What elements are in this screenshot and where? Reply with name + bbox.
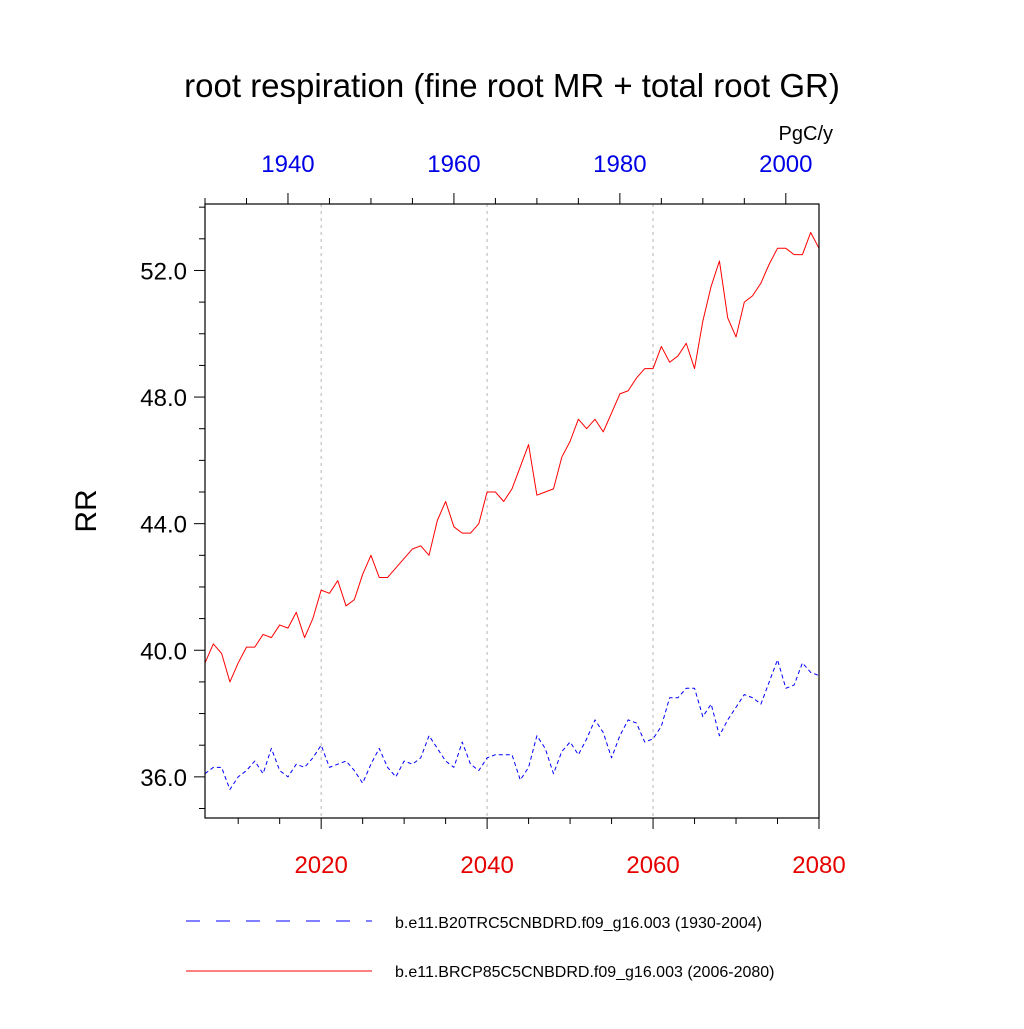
x-top-tick-label: 1980 xyxy=(593,151,646,178)
x-bottom-tick-label: 2020 xyxy=(294,852,347,879)
units-label: PgC/y xyxy=(779,123,833,145)
plot-frame xyxy=(204,203,820,819)
y-axis-label: RR xyxy=(70,489,103,532)
series-layer xyxy=(204,231,820,791)
legend-label-historical: b.e11.B20TRC5CNBDRD.f09_g16.003 (1930-20… xyxy=(395,915,762,932)
series-line-historical xyxy=(204,659,820,791)
x-bottom-tick-label: 2080 xyxy=(792,852,845,879)
legend-label-rcp85: b.e11.BRCP85C5CNBDRD.f09_g16.003 (2006-2… xyxy=(395,964,774,981)
y-tick-label: 36.0 xyxy=(140,765,187,792)
y-tick-label: 40.0 xyxy=(140,638,187,665)
x-top-tick-label: 2000 xyxy=(759,151,812,178)
x-top-tick-label: 1960 xyxy=(427,151,480,178)
chart-title: root respiration (fine root MR + total r… xyxy=(184,67,840,104)
x-top-tick-label: 1940 xyxy=(261,151,314,178)
legend: b.e11.B20TRC5CNBDRD.f09_g16.003 (1930-20… xyxy=(186,915,774,981)
series-line-rcp85 xyxy=(204,231,820,683)
y-tick-label: 48.0 xyxy=(140,385,187,412)
y-tick-label: 52.0 xyxy=(140,258,187,285)
x-bottom-tick-label: 2040 xyxy=(460,852,513,879)
grid-lines xyxy=(320,204,654,818)
axes-layer: 36.0 40.0 44.0 48.0 52.0 2020 2040 2060 2080 1940… xyxy=(140,151,845,879)
y-tick-label: 44.0 xyxy=(140,512,187,539)
x-bottom-tick-label: 2060 xyxy=(626,852,679,879)
